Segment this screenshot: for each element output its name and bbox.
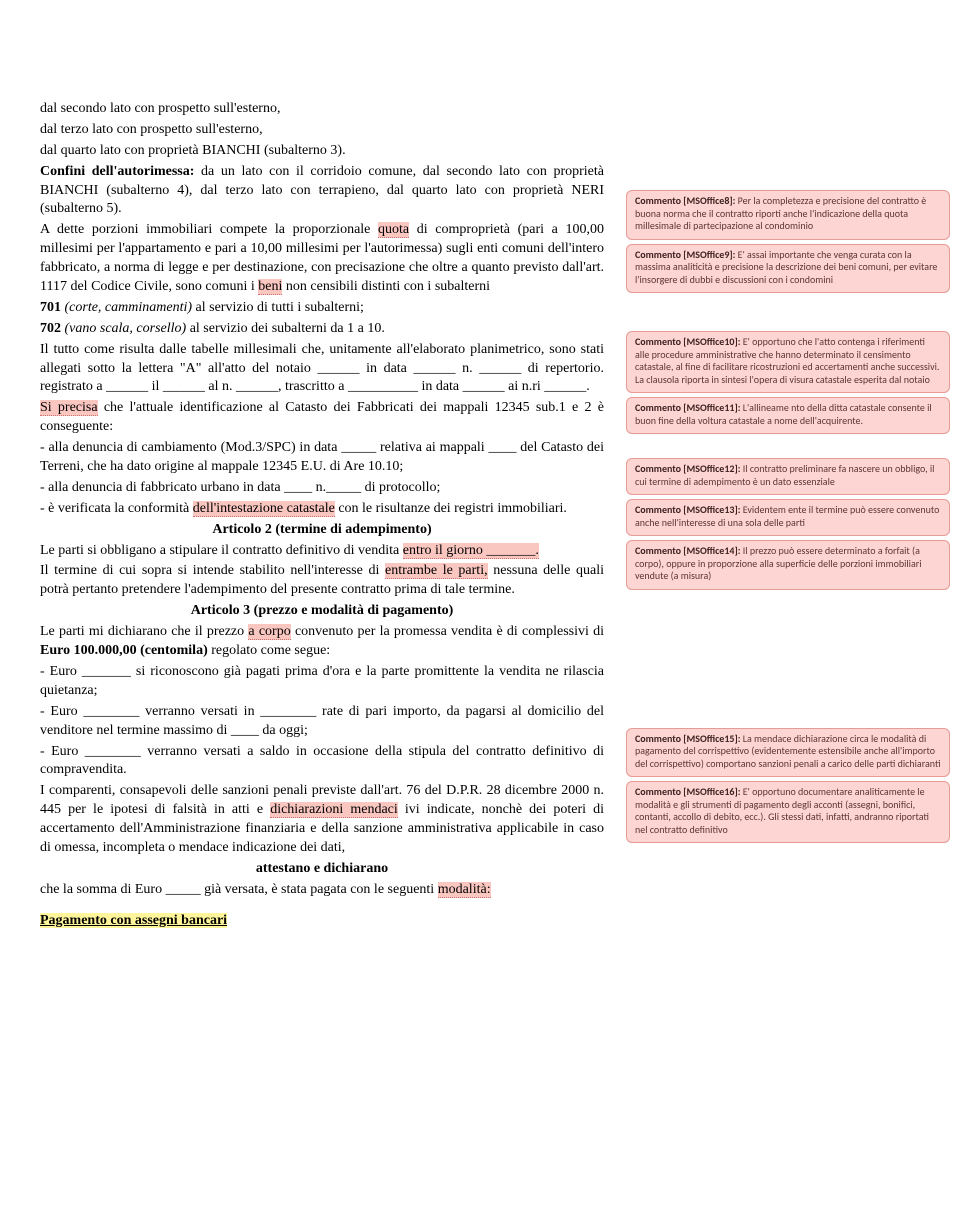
- highlight-quota: quota: [378, 222, 409, 238]
- denuncia-2: - alla denuncia di fabbricato urbano in …: [40, 479, 604, 498]
- tabelle-paragraph: Il tutto come risulta dalle tabelle mill…: [40, 341, 604, 398]
- highlight-dichiarazioni: dichiarazioni mendaci: [270, 802, 398, 818]
- confini-paragraph: Confini dell'autorimessa: da un lato con…: [40, 163, 604, 220]
- article-3-intro: Le parti mi dichiarano che il prezzo a c…: [40, 623, 604, 661]
- payment-line-1: - Euro _______ si riconoscono già pagati…: [40, 663, 604, 701]
- sub701-line: 701 (corte, camminamenti) al servizio di…: [40, 299, 604, 318]
- conformita-paragraph: - è verificata la conformità dell'intest…: [40, 500, 604, 519]
- document-body: dal secondo lato con prospetto sull'este…: [0, 0, 620, 957]
- comment-13: Commento [MSOffice13]: Evidentem ente il…: [626, 499, 950, 536]
- somma-line: che la somma di Euro _____ già versata, …: [40, 881, 604, 900]
- intro-line-1: dal secondo lato con prospetto sull'este…: [40, 100, 604, 119]
- precisa-paragraph: Si precisa che l'attuale identificazione…: [40, 399, 604, 437]
- document-page: dal secondo lato con prospetto sull'este…: [0, 0, 960, 957]
- highlight-beni: beni: [258, 279, 282, 295]
- comment-8: Commento [MSOffice8]: Per la completezza…: [626, 190, 950, 240]
- porzioni-paragraph: A dette porzioni immobiliari compete la …: [40, 221, 604, 297]
- comment-16: Commento [MSOffice16]: E' opportuno docu…: [626, 781, 950, 843]
- comment-11: Commento [MSOffice11]: L'allineame nto d…: [626, 397, 950, 434]
- denuncia-1: - alla denuncia di cambiamento (Mod.3/SP…: [40, 439, 604, 477]
- article-3-heading: Articolo 3 (prezzo e modalità di pagamen…: [40, 602, 604, 621]
- comment-12: Commento [MSOffice12]: Il contratto prel…: [626, 458, 950, 495]
- confini-label: Confini dell'autorimessa:: [40, 164, 194, 179]
- sub702-line: 702 (vano scala, corsello) al servizio d…: [40, 320, 604, 339]
- comment-15: Commento [MSOffice15]: La mendace dichia…: [626, 728, 950, 778]
- highlight-entrambe: entrambe le parti,: [385, 563, 488, 579]
- attestano-heading: attestano e dichiarano: [40, 860, 604, 879]
- highlight-acorpo: a corpo: [248, 624, 290, 640]
- intro-line-2: dal terzo lato con prospetto sull'estern…: [40, 121, 604, 140]
- payment-line-2: - Euro ________ verranno versati in ____…: [40, 703, 604, 741]
- article-2-text-1: Le parti si obbligano a stipulare il con…: [40, 542, 604, 561]
- pagamento-heading: Pagamento con assegni bancari: [40, 912, 604, 931]
- article-2-heading: Articolo 2 (termine di adempimento): [40, 521, 604, 540]
- intro-line-3: dal quarto lato con proprietà BIANCHI (s…: [40, 142, 604, 161]
- comment-14: Commento [MSOffice14]: Il prezzo può ess…: [626, 540, 950, 590]
- comment-9: Commento [MSOffice9]: E' assai important…: [626, 244, 950, 294]
- highlight-siprecisa: Si precisa: [40, 400, 98, 416]
- highlight-intestazione: dell'intestazione catastale: [193, 501, 335, 517]
- comment-10: Commento [MSOffice10]: E' opportuno che …: [626, 331, 950, 393]
- highlight-entroil: entro il giorno _______.: [403, 543, 539, 559]
- payment-line-3: - Euro ________ verranno versati a saldo…: [40, 743, 604, 781]
- article-2-text-2: Il termine di cui sopra si intende stabi…: [40, 562, 604, 600]
- highlight-modalita: modalità:: [438, 882, 491, 898]
- comparenti-paragraph: I comparenti, consapevoli delle sanzioni…: [40, 782, 604, 858]
- comments-sidebar: Commento [MSOffice8]: Per la completezza…: [620, 0, 960, 957]
